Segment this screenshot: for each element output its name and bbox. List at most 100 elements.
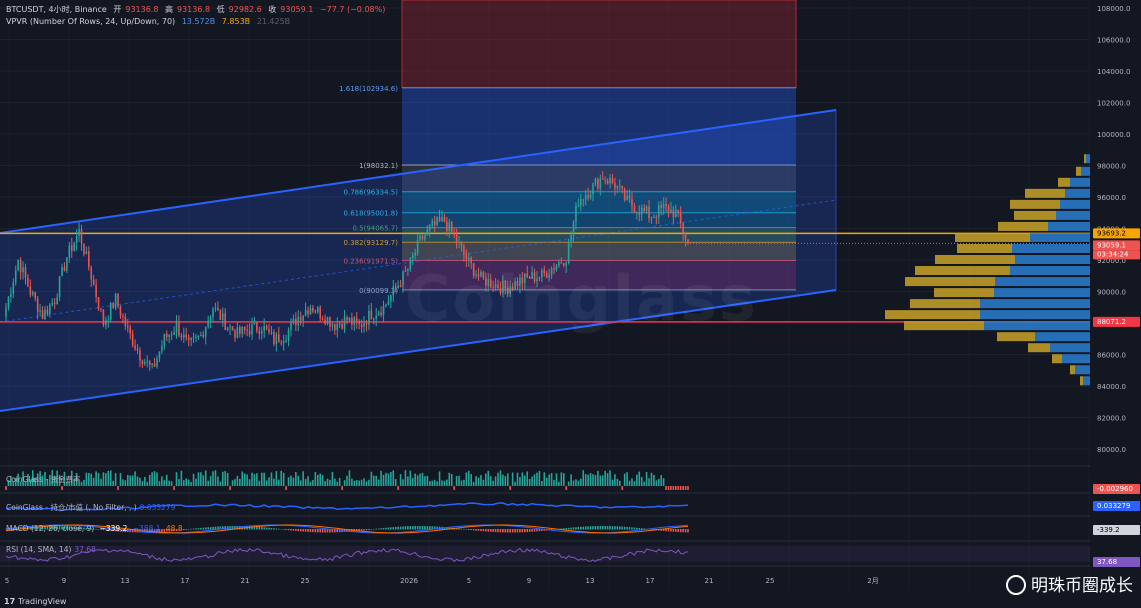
candle-body [421, 235, 424, 240]
candle-body [299, 316, 302, 321]
funding-bar [631, 478, 633, 486]
funding-bar [541, 480, 543, 486]
candle-body [467, 257, 470, 260]
candle-body [370, 310, 373, 320]
candle-body [180, 335, 183, 338]
macd-hist-bar [597, 526, 599, 530]
macd-hist-bar [670, 529, 672, 532]
candle-body [102, 309, 105, 326]
funding-bar [370, 471, 373, 486]
candle-body [251, 324, 253, 335]
candle-body [316, 307, 319, 313]
vp-row-down [1084, 154, 1086, 164]
funding-bar [358, 480, 360, 486]
vp-row-down [1070, 365, 1075, 375]
candle-body [679, 212, 682, 224]
candle-body [95, 284, 97, 298]
parallel-channel[interactable] [0, 109, 837, 412]
macd-panel-label[interactable]: MACD (12, 26, close, 9) −339.2 −388.1 48… [6, 524, 183, 533]
funding-bar [407, 476, 409, 486]
macd-hist-bar [475, 529, 477, 531]
oi-panel-label[interactable]: CoinGlass - 持仓/市值 (, No Filter, , ) 0.033… [6, 503, 176, 512]
candle-body [555, 265, 558, 270]
funding-bar [463, 479, 465, 486]
candle-body [463, 245, 465, 255]
candle-body [373, 318, 375, 320]
funding-bar [5, 486, 7, 490]
candle-body [346, 317, 348, 321]
macd-hist-bar [287, 529, 290, 531]
funding-bar [572, 480, 575, 486]
funding-bar [645, 472, 648, 486]
funding-bar [329, 479, 331, 486]
symbol-label[interactable]: BTCUSDT, 4小时, Binance [6, 5, 107, 14]
candle-body [183, 334, 185, 338]
price-axis[interactable]: 108000.0 106000.0 104000.0 102000.0 100000.0… [1090, 0, 1141, 590]
macd-hist-bar [650, 529, 653, 530]
rsi-panel-label[interactable]: RSI (14, SMA, 14) 37.68 [6, 545, 96, 554]
tradingview-logo[interactable]: 17 TradingView [4, 597, 67, 606]
funding-bar [355, 480, 358, 486]
candle-body [153, 363, 156, 367]
macd-hist-bar [577, 526, 580, 530]
funding-bar [524, 475, 526, 486]
time-tick-label: 2月 [867, 577, 878, 585]
vp-row-down [1025, 188, 1065, 198]
candle-body [485, 277, 487, 286]
macd-hist-bar [538, 529, 541, 532]
candle-body [672, 209, 675, 218]
grid [0, 7, 1090, 450]
macd-hist-bar [431, 526, 434, 530]
funding-bar [509, 486, 511, 490]
macd-hist-bar [63, 526, 66, 530]
funding-bar [402, 479, 404, 486]
funding-bar [670, 486, 672, 490]
macd-hist-bar [307, 529, 309, 532]
candle-body [506, 288, 509, 294]
candle-body [129, 327, 132, 334]
candle-body [92, 279, 95, 285]
candle-body [446, 221, 448, 231]
funding-bar [433, 479, 436, 486]
macd-hist-bar [217, 526, 219, 530]
funding-bar [684, 486, 687, 490]
candle-body [209, 316, 212, 321]
macd-hist-bar [239, 526, 241, 530]
price-tick-label: 98000.0 [1097, 163, 1126, 171]
candle-body [643, 207, 645, 211]
macd-hist-bar [677, 529, 680, 533]
candle-body [638, 212, 641, 215]
candle-body [533, 272, 536, 282]
macd-hist-bar [134, 529, 136, 533]
macd-hist-bar [497, 529, 499, 533]
macd-hist-bar [190, 528, 192, 530]
vpvr-label[interactable]: VPVR (Number Of Rows, 24, Up/Down, 70) [6, 17, 176, 26]
candle-body [46, 309, 49, 314]
candle-body [73, 242, 75, 252]
macd-hist-bar [180, 529, 183, 531]
macd-hist-bar [326, 529, 329, 533]
candle-body [377, 312, 380, 316]
macd-hist-bar [660, 529, 662, 531]
vp-row-down [935, 255, 1015, 264]
cg-panel-label[interactable]: CoinGlass - 资金费率 [6, 475, 81, 484]
vp-row-down [885, 310, 980, 320]
funding-bar [611, 479, 614, 486]
candle-body [580, 199, 582, 206]
funding-bar [297, 475, 300, 486]
macd-hist-bar [273, 528, 275, 530]
candle-body [324, 319, 326, 325]
time-axis[interactable]: 5 9 13 17 21 25 2026 5 9 13 17 21 25 2月 [5, 577, 879, 585]
vp-row-up [980, 299, 1090, 309]
fib-level-label: 0.786(96334.5) [344, 189, 399, 197]
macd-hist-bar [485, 529, 487, 532]
funding-bar [565, 486, 568, 490]
funding-bar [290, 475, 292, 486]
macd-hist-bar [117, 529, 119, 532]
funding-bar [239, 478, 241, 486]
funding-bar [268, 477, 270, 486]
fib-extension-tool[interactable]: 1.618(102934.6) 1(98032.1) 0.786(96334.5) 0… [339, 0, 797, 295]
macd-hist-bar [107, 529, 110, 531]
funding-bar [131, 475, 134, 486]
